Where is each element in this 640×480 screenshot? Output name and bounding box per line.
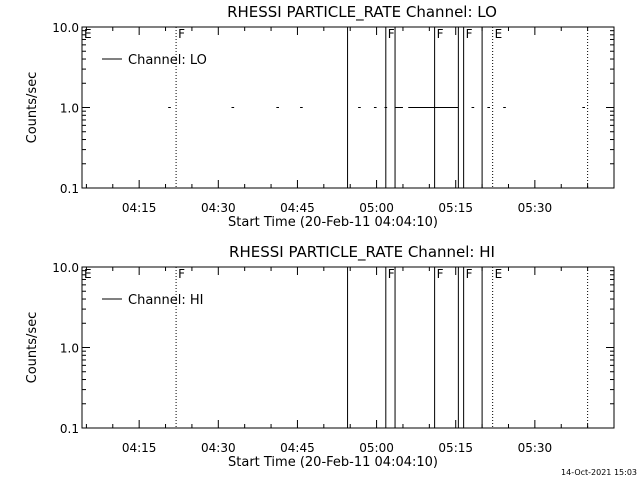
y-tick-label: 10.0 <box>52 261 79 275</box>
event-marker-label: F <box>437 267 444 281</box>
event-marker-label: F <box>178 27 185 41</box>
x-tick-label: 04:15 <box>122 441 157 455</box>
y-tick-label: 10.0 <box>52 21 79 35</box>
x-tick-label: 05:00 <box>359 201 394 215</box>
legend-label: Channel: LO <box>128 53 207 68</box>
legend-label: Channel: HI <box>128 293 204 308</box>
x-tick-label: 04:30 <box>201 441 236 455</box>
hi-channel-panel: RHESSI PARTICLE_RATE Channel: HI Counts/s… <box>25 243 615 470</box>
plot-timestamp: 14-Oct-2021 15:03 <box>561 468 637 477</box>
event-marker-label: F <box>388 27 395 41</box>
y-axis-label: Counts/sec <box>25 72 40 144</box>
x-tick-label: 05:30 <box>518 441 553 455</box>
x-axis-label: Start Time (20-Feb-11 04:04:10) <box>228 215 438 230</box>
y-tick-label: 0.1 <box>60 182 79 196</box>
x-tick-label: 05:30 <box>518 201 553 215</box>
x-tick-label: 04:30 <box>201 201 236 215</box>
y-tick-label: 1.0 <box>60 102 79 116</box>
event-marker-label: F <box>437 27 444 41</box>
x-axis-label: Start Time (20-Feb-11 04:04:10) <box>228 455 438 470</box>
y-tick-label: 0.1 <box>60 422 79 436</box>
event-marker-label: E <box>84 267 92 281</box>
event-marker-label: F <box>388 267 395 281</box>
chart-title: RHESSI PARTICLE_RATE Channel: HI <box>229 243 495 262</box>
x-tick-label: 04:45 <box>280 201 315 215</box>
event-marker-label: F <box>466 27 473 41</box>
x-tick-label: 05:00 <box>359 441 394 455</box>
event-marker-label: E <box>495 267 503 281</box>
y-axis-label: Counts/sec <box>25 312 40 384</box>
event-marker-label: E <box>495 27 503 41</box>
x-tick-label: 04:15 <box>122 201 157 215</box>
x-tick-label: 04:45 <box>280 441 315 455</box>
event-marker-label: F <box>178 267 185 281</box>
y-tick-label: 1.0 <box>60 342 79 356</box>
event-marker-label: E <box>84 27 92 41</box>
chart-title: RHESSI PARTICLE_RATE Channel: LO <box>227 3 497 22</box>
event-marker-label: F <box>466 267 473 281</box>
lo-channel-panel: RHESSI PARTICLE_RATE Channel: LO Counts/s… <box>25 3 615 230</box>
x-tick-label: 05:15 <box>438 201 473 215</box>
x-tick-label: 05:15 <box>438 441 473 455</box>
